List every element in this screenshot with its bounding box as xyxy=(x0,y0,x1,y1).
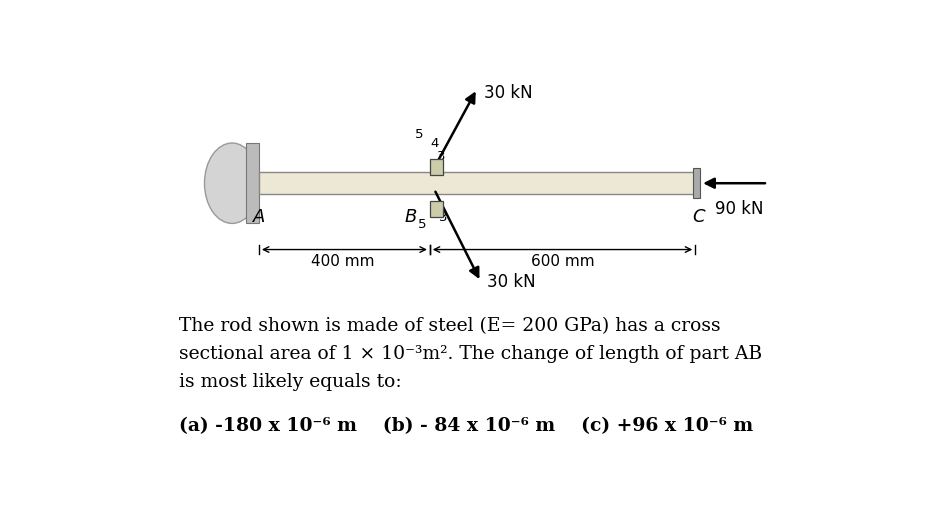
Text: 4: 4 xyxy=(431,137,439,150)
Text: 5: 5 xyxy=(418,218,427,231)
Text: sectional area of 1 × 10⁻³m². The change of length of part AB: sectional area of 1 × 10⁻³m². The change… xyxy=(179,345,763,363)
Text: (a) -180 x 10⁻⁶ m    (b) - 84 x 10⁻⁶ m    (c) +96 x 10⁻⁶ m: (a) -180 x 10⁻⁶ m (b) - 84 x 10⁻⁶ m (c) … xyxy=(179,418,753,435)
Bar xyxy=(246,143,259,223)
Bar xyxy=(693,168,701,198)
Text: 400 mm: 400 mm xyxy=(310,254,374,269)
Text: C: C xyxy=(692,208,705,227)
Bar xyxy=(259,172,695,194)
Text: A: A xyxy=(253,208,265,227)
Text: 30 kN: 30 kN xyxy=(487,272,536,291)
Text: 30 kN: 30 kN xyxy=(484,84,533,102)
Text: 4: 4 xyxy=(431,201,440,214)
Text: 90 kN: 90 kN xyxy=(715,200,763,218)
Bar xyxy=(430,159,443,175)
Text: 600 mm: 600 mm xyxy=(531,254,595,269)
Text: is most likely equals to:: is most likely equals to: xyxy=(179,373,401,391)
Text: The rod shown is made of steel (E= 200 GPa) has a cross: The rod shown is made of steel (E= 200 G… xyxy=(179,317,720,335)
Text: B: B xyxy=(404,208,416,227)
Bar xyxy=(430,201,443,217)
Text: 5: 5 xyxy=(416,128,424,141)
Text: 3: 3 xyxy=(437,150,446,163)
Text: 3: 3 xyxy=(439,211,447,224)
Ellipse shape xyxy=(204,143,260,223)
